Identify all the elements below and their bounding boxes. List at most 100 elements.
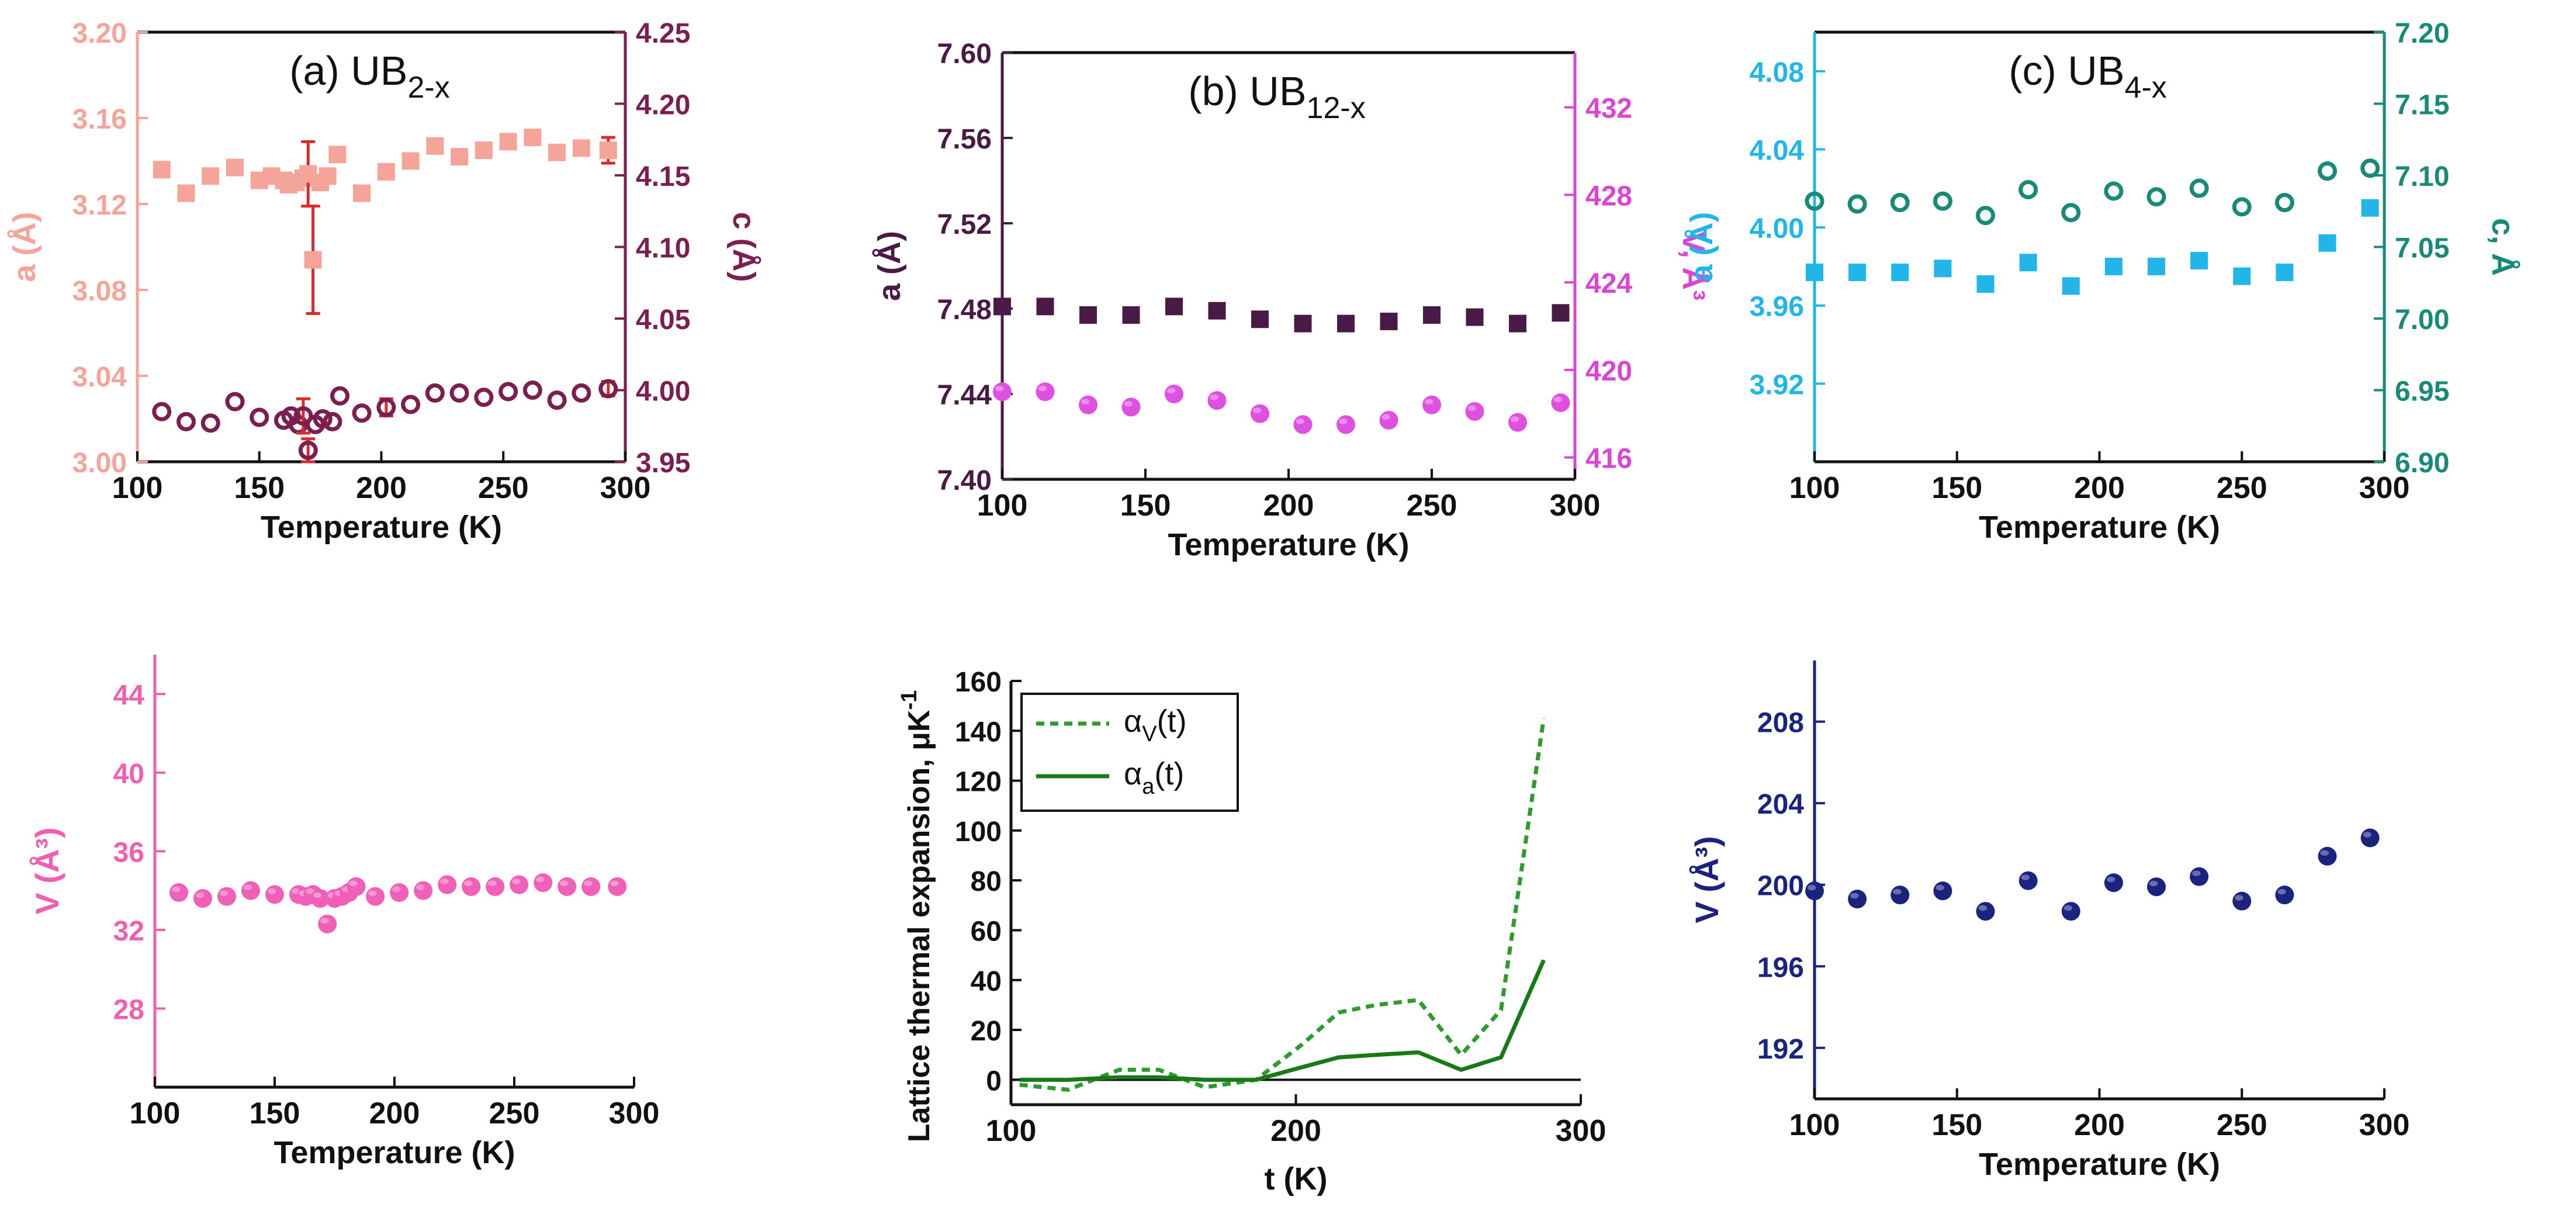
data-point-c: [1805, 191, 1824, 211]
y-tick-label-left: 7.56: [937, 124, 992, 155]
legend-label-part: (t): [1154, 756, 1184, 791]
y-tick-label-left: 3.96: [1750, 292, 1804, 323]
y-tick-label-left: 3.12: [72, 190, 127, 221]
x-axis-title: Temperature (K): [1168, 527, 1409, 562]
data-point-c: [225, 392, 245, 411]
data-point-V-highlight: [2320, 850, 2329, 856]
data-point-c: [2146, 187, 2166, 207]
data-point-V: [390, 883, 409, 902]
data-point-a: [572, 139, 590, 157]
y-tick-label: 160: [955, 667, 1002, 698]
data-point-V-highlight: [1850, 893, 1859, 899]
y-tick-label-right: 424: [1585, 268, 1632, 299]
x-tick-label: 100: [1789, 1108, 1840, 1142]
panel-title-part: (a) UB: [289, 48, 407, 94]
data-point-V: [1165, 385, 1183, 403]
data-point-a: [377, 162, 395, 181]
x-tick-label: 300: [2359, 1108, 2410, 1142]
x-tick-label: 300: [1556, 1114, 1606, 1148]
data-point-V-highlight: [2149, 880, 2158, 887]
data-point-V: [318, 914, 337, 933]
y-tick-label: 40: [971, 966, 1002, 997]
data-point-a: [426, 137, 444, 155]
y-axis-title-left: V (Å³): [1688, 836, 1725, 923]
data-point-V: [193, 889, 212, 908]
data-point-V-highlight: [610, 880, 619, 887]
y-tick-label-right: 428: [1585, 181, 1632, 212]
data-point-a: [1079, 306, 1097, 324]
data-point-V-highlight: [440, 879, 449, 884]
data-point-a: [401, 152, 420, 170]
data-point-a: [2276, 263, 2294, 281]
data-point-V-highlight: [536, 876, 545, 883]
y-tick-label-left: 36: [113, 837, 144, 868]
data-point-V: [581, 877, 601, 896]
data-point-V: [1933, 881, 1952, 901]
data-point-V-highlight: [1467, 405, 1476, 411]
data-point-a: [2318, 234, 2336, 252]
data-point-a: [1466, 308, 1484, 326]
data-point-V: [2018, 871, 2038, 890]
y-tick-label-right: 7.20: [2395, 18, 2449, 49]
data-point-c: [2318, 161, 2337, 181]
x-tick-label: 100: [977, 489, 1028, 523]
panel-title-part: 12-x: [1307, 91, 1366, 125]
y-tick-label-left: 4.08: [1750, 57, 1804, 88]
x-tick-label: 200: [2074, 471, 2125, 505]
data-point-V: [347, 877, 366, 896]
y-tick-label-right: 432: [1585, 94, 1632, 124]
y-tick-label-left: 7.52: [937, 209, 992, 240]
y-tick-label-left: 4.04: [1750, 135, 1805, 166]
data-point-V: [1805, 881, 1824, 901]
y-tick-label-left: 208: [1757, 708, 1804, 739]
data-point-V: [2147, 877, 2166, 897]
data-point-a: [153, 161, 171, 179]
y-tick-label-right: 6.95: [2395, 376, 2449, 407]
data-point-V: [486, 877, 505, 896]
data-point-a: [1122, 306, 1140, 324]
y-tick-label-left: 4.00: [1750, 213, 1804, 244]
data-point-V: [1891, 886, 1910, 905]
x-tick-label: 300: [1550, 489, 1601, 523]
y-tick-label-right: 6.90: [2395, 448, 2449, 479]
panel-b-lattice-params: 100 150 200 250 300 7.40 7.44 7.48 7.52 7.56 7.60 4…: [872, 39, 1711, 562]
panel-title: (c) UB4-x: [2009, 48, 2167, 105]
x-axis-title: Temperature (K): [1979, 1147, 2220, 1182]
data-point-V: [1551, 393, 1570, 412]
y-axis-title-left: a (Å): [7, 212, 42, 282]
data-point-a: [1337, 314, 1355, 333]
data-point-c: [2360, 158, 2380, 178]
data-point-V-highlight: [1296, 419, 1304, 424]
data-point-a: [1294, 314, 1312, 333]
legend-label: αV(t): [1124, 704, 1187, 746]
data-point-V-highlight: [1038, 385, 1047, 392]
data-point-c: [376, 397, 396, 417]
data-point-V-highlight: [244, 884, 252, 890]
y-axis-title-right: c (Å): [726, 212, 761, 282]
y-tick-label-left: 28: [113, 994, 144, 1025]
data-point-a: [2233, 267, 2251, 285]
y-tick-label-left: 200: [1757, 871, 1804, 902]
data-point-V: [1422, 395, 1441, 414]
y-tick-label-right: 7.15: [2395, 90, 2449, 121]
y-axis-title-part: Lattice thermal expansion, μK: [902, 710, 936, 1142]
data-point-a: [1934, 260, 1952, 278]
y-tick-label-right: 4.10: [636, 233, 690, 264]
data-point-V: [2104, 873, 2123, 893]
data-point-c: [313, 409, 333, 428]
data-point-c: [152, 402, 172, 421]
data-point-a: [1036, 298, 1054, 316]
data-point-V: [2360, 828, 2380, 848]
x-tick-label: 300: [600, 471, 651, 505]
y-tick-label-right: 4.25: [636, 18, 690, 49]
panel-a-volume: 100 150 200 250 300 28 32 36 40 44 Temperature (K)…: [29, 655, 659, 1170]
data-point-V-highlight: [464, 880, 473, 887]
legend-box: [1020, 693, 1239, 812]
y-axis-title-right: c, Å: [2485, 218, 2520, 276]
data-point-c: [401, 395, 421, 414]
legend-label-part: a: [1142, 774, 1155, 799]
y-axis-title-left: V (Å³): [29, 827, 65, 914]
data-point-V-highlight: [1425, 399, 1434, 404]
panel-c-volume: 100 150 200 250 300 192 196 200 204 208 Temperatur…: [1688, 660, 2409, 1182]
series-line-αV(t): [1019, 718, 1546, 1092]
